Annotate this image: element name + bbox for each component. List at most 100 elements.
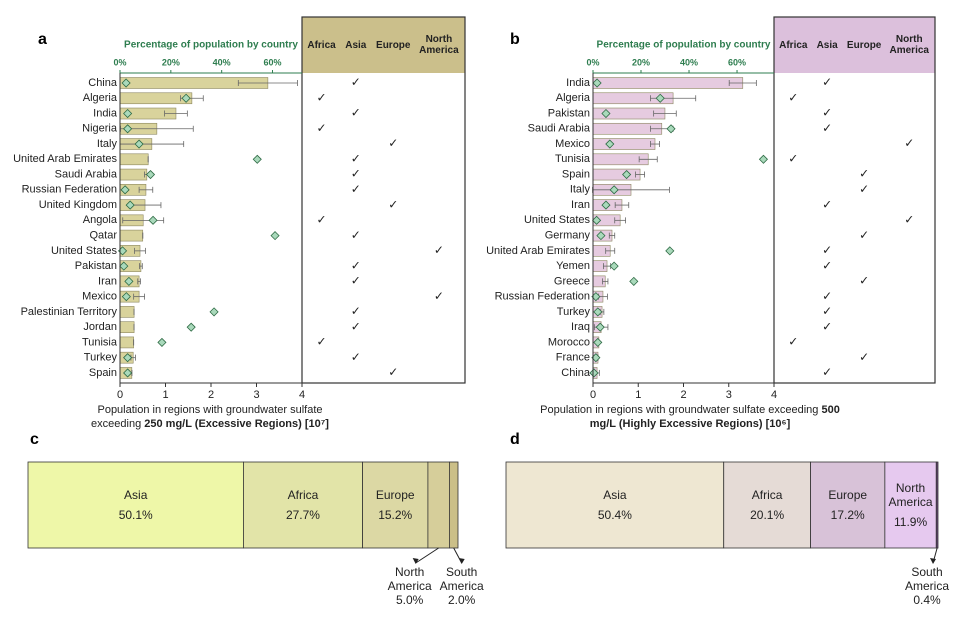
- category-label: United States: [524, 214, 591, 226]
- panel-letter: a: [38, 31, 47, 48]
- percent-marker: [593, 337, 603, 347]
- x-tick-label: 0: [590, 389, 596, 401]
- segment: [810, 461, 886, 549]
- category-label: Morocco: [548, 336, 590, 348]
- top-tick-label: 60%: [728, 57, 746, 67]
- region-header: Asia: [816, 39, 838, 51]
- segment-label: North America 11.9%: [885, 480, 936, 530]
- percent-marker: [181, 93, 191, 103]
- outside-label: North America 5.0%: [382, 565, 438, 607]
- percent-marker: [609, 185, 619, 195]
- category-label: Russian Federation: [495, 291, 590, 303]
- segment-name: Asia: [603, 488, 627, 502]
- top-tick-label: 20%: [632, 57, 650, 67]
- segment-label: Europe 17.2%: [811, 480, 885, 530]
- region-header: Europe: [846, 39, 882, 51]
- category-label: Iran: [571, 199, 590, 211]
- percent-marker: [605, 139, 615, 149]
- category-label: Iraq: [571, 321, 590, 333]
- category-label: Saudi Arabia: [528, 123, 591, 135]
- check-mark: ✓: [388, 197, 398, 211]
- check-mark: ✓: [822, 289, 832, 303]
- segment-name: Europe: [828, 488, 868, 502]
- segment-label: Africa 27.7%: [243, 480, 362, 530]
- segment-name: North America: [387, 565, 432, 593]
- bar: [119, 229, 144, 242]
- top-axis-title: Percentage of population by country: [597, 40, 771, 51]
- check-mark: ✓: [351, 274, 361, 288]
- segment-name: South America: [904, 565, 949, 593]
- percent-marker: [601, 200, 611, 210]
- check-mark: ✓: [788, 151, 798, 165]
- percent-marker: [125, 200, 135, 210]
- percent-marker: [145, 169, 156, 180]
- segment-value: 27.7%: [285, 508, 320, 522]
- percent-marker: [121, 78, 131, 88]
- check-mark: ✓: [859, 274, 869, 288]
- bar: [119, 168, 148, 181]
- category-label: Pakistan: [75, 260, 117, 272]
- percent-marker: [123, 124, 133, 134]
- top-tick-label: 0%: [113, 57, 126, 67]
- percent-marker: [601, 108, 611, 119]
- check-mark: ✓: [822, 121, 832, 135]
- percent-marker: [758, 154, 769, 164]
- x-tick-label: 0: [117, 389, 123, 401]
- check-mark: ✓: [388, 136, 398, 150]
- percent-marker: [592, 215, 602, 225]
- check-mark: ✓: [388, 365, 398, 379]
- category-label: Turkey: [84, 352, 118, 364]
- category-label: Russian Federation: [22, 184, 117, 196]
- segment-value: 50.4%: [597, 508, 632, 522]
- error-bar: [164, 110, 188, 117]
- category-label: Nigeria: [82, 123, 118, 135]
- percent-marker: [124, 276, 134, 286]
- x-axis-title-text: Population in regions with groundwater s…: [540, 404, 819, 416]
- error-bar: [638, 156, 658, 163]
- category-label: Mexico: [82, 291, 117, 303]
- segment-label: Asia 50.4%: [506, 480, 724, 530]
- segment: [935, 461, 939, 549]
- check-mark: ✓: [788, 335, 798, 349]
- percent-marker: [622, 169, 632, 180]
- category-label: United Arab Emirates: [486, 245, 590, 257]
- percent-marker: [186, 322, 196, 332]
- segment-label: Africa 20.1%: [724, 480, 811, 530]
- segment: [448, 461, 459, 549]
- segment-value: 17.2%: [830, 508, 865, 522]
- category-label: Italy: [570, 184, 591, 196]
- error-bar: [635, 171, 645, 178]
- panel-letter: b: [510, 31, 520, 48]
- category-label: Turkey: [557, 306, 591, 318]
- panel-letter: d: [510, 431, 520, 448]
- category-label: China: [88, 77, 118, 89]
- check-mark: ✓: [351, 151, 361, 165]
- segment-name: Africa: [287, 488, 319, 502]
- percent-marker: [655, 93, 665, 103]
- x-tick-label: 2: [208, 389, 214, 401]
- segment-value: 0.4%: [913, 593, 941, 607]
- category-label: France: [556, 352, 590, 364]
- x-tick-label: 3: [253, 389, 259, 401]
- arrow-head: [412, 558, 419, 564]
- check-mark: ✓: [822, 365, 832, 379]
- bar: [119, 336, 134, 349]
- percent-marker: [148, 215, 158, 225]
- category-label: Palestinian Territory: [21, 306, 118, 318]
- category-label: Algeria: [556, 92, 591, 104]
- percent-marker: [596, 231, 606, 241]
- segment-name: North America: [888, 481, 933, 509]
- check-mark: ✓: [351, 75, 361, 89]
- percent-marker: [592, 78, 602, 88]
- percent-marker: [666, 124, 676, 134]
- check-mark: ✓: [351, 182, 361, 196]
- check-mark: ✓: [351, 228, 361, 242]
- segment: [27, 461, 244, 549]
- region-header: North America: [889, 34, 929, 56]
- check-mark: ✓: [904, 136, 914, 150]
- segment-value: 2.0%: [448, 593, 476, 607]
- segment-name: Asia: [124, 488, 148, 502]
- x-axis-title: Population in regions with groundwater s…: [530, 403, 850, 431]
- check-mark: ✓: [317, 335, 327, 349]
